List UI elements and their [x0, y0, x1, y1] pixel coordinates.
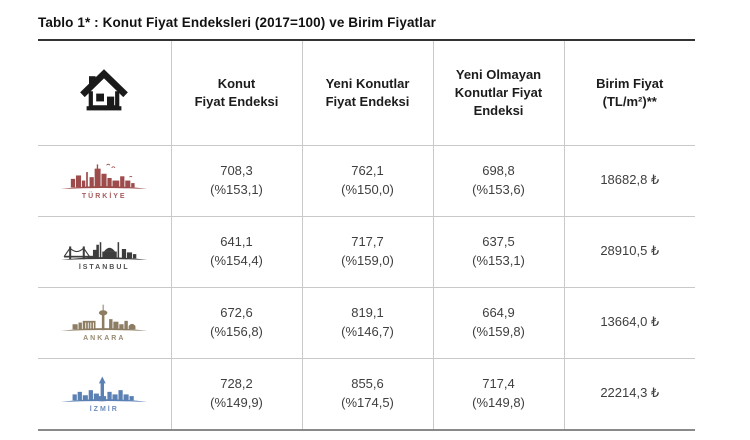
index-change: (%153,1): [210, 181, 263, 197]
index-value: 708,3: [220, 162, 253, 178]
index-value: 762,1: [351, 162, 384, 178]
unit-price-value: 18682,8 ₺: [600, 172, 660, 188]
col-header-yeni-konutlar-fiyat-endeksi: Yeni Konutlar Fiyat Endeksi: [301, 41, 434, 146]
index-value: 819,1: [351, 304, 384, 320]
yeni-konutlar-cell: 855,6 (%174,5): [301, 357, 434, 429]
region-label: İZMİR: [89, 406, 119, 414]
turkiye-skyline-icon: [60, 163, 148, 190]
yeni-konutlar-cell: 762,1 (%150,0): [301, 144, 434, 217]
region-column-header: [38, 41, 172, 146]
region-cell-istanbul: İSTANBUL: [38, 215, 172, 288]
index-value: 672,6: [220, 304, 253, 320]
konut-endeksi-cell: 708,3 (%153,1): [170, 144, 303, 217]
table-wrapper: Konut Fiyat Endeksi Yeni Konutlar Fiyat …: [38, 39, 695, 431]
izmir-skyline-icon: [60, 376, 148, 403]
house-icon: [80, 68, 129, 111]
birim-fiyat-cell: 13664,0 ₺: [563, 286, 695, 359]
col-header-yeni-olmayan-konutlar-fiyat-endeksi: Yeni Olmayan Konutlar Fiyat Endeksi: [432, 41, 565, 146]
table-title: Tablo 1* : Konut Fiyat Endeksleri (2017=…: [38, 15, 436, 30]
yeni-olmayan-cell: 664,9 (%159,8): [432, 286, 565, 359]
region-cell-ankara: ANKARA: [38, 286, 172, 359]
header-line: Birim Fiyat: [596, 76, 664, 92]
konut-endeksi-cell: 641,1 (%154,4): [170, 215, 303, 288]
unit-price-value: 13664,0 ₺: [600, 314, 660, 330]
istanbul-skyline-icon: [60, 242, 148, 261]
table-row-istanbul: İSTANBUL 641,1 (%154,4) 717,7 (%159,0) 6…: [38, 215, 695, 288]
birim-fiyat-cell: 28910,5 ₺: [563, 215, 695, 288]
yeni-olmayan-cell: 717,4 (%149,8): [432, 357, 565, 429]
index-value: 698,8: [482, 162, 515, 178]
konut-endeksi-cell: 728,2 (%149,9): [170, 357, 303, 429]
index-value: 637,5: [482, 233, 515, 249]
index-change: (%149,8): [472, 394, 525, 410]
region-label: ANKARA: [83, 335, 126, 342]
index-value: 641,1: [220, 233, 253, 249]
unit-price-value: 28910,5 ₺: [600, 243, 660, 259]
region-label: TÜRKİYE: [81, 193, 127, 200]
header-line: Yeni Olmayan: [455, 67, 542, 83]
yeni-olmayan-cell: 637,5 (%153,1): [432, 215, 565, 288]
konut-endeksi-cell: 672,6 (%156,8): [170, 286, 303, 359]
birim-fiyat-cell: 22214,3 ₺: [563, 357, 695, 429]
index-change: (%159,8): [472, 323, 525, 339]
index-value: 717,7: [351, 233, 384, 249]
index-change: (%146,7): [341, 323, 394, 339]
index-value: 855,6: [351, 375, 384, 391]
yeni-konutlar-cell: 717,7 (%159,0): [301, 215, 434, 288]
index-value: 728,2: [220, 375, 253, 391]
header-line: (TL/m²)**: [602, 93, 657, 109]
housing-price-index-table: Konut Fiyat Endeksi Yeni Konutlar Fiyat …: [38, 41, 695, 429]
header-row: Konut Fiyat Endeksi Yeni Konutlar Fiyat …: [38, 41, 695, 146]
yeni-konutlar-cell: 819,1 (%146,7): [301, 286, 434, 359]
index-change: (%153,1): [472, 252, 525, 268]
birim-fiyat-cell: 18682,8 ₺: [563, 144, 695, 217]
index-change: (%153,6): [472, 181, 525, 197]
table-row-izmir: İZMİR 728,2 (%149,9) 855,6 (%174,5) 717,…: [38, 357, 695, 429]
unit-price-value: 22214,3 ₺: [600, 385, 660, 401]
header-line: Endeksi: [473, 102, 524, 118]
header-line: Fiyat Endeksi: [194, 93, 279, 109]
header-line: Konutlar Fiyat: [454, 84, 543, 100]
col-header-konut-fiyat-endeksi: Konut Fiyat Endeksi: [170, 41, 303, 146]
table-row-ankara: ANKARA 672,6 (%156,8) 819,1 (%146,7) 664…: [38, 286, 695, 359]
index-change: (%149,9): [210, 394, 263, 410]
region-label: İSTANBUL: [78, 264, 130, 271]
col-header-birim-fiyat: Birim Fiyat (TL/m²)**: [563, 41, 695, 146]
index-value: 664,9: [482, 304, 515, 320]
index-change: (%156,8): [210, 323, 263, 339]
region-cell-izmir: İZMİR: [38, 357, 172, 429]
yeni-olmayan-cell: 698,8 (%153,6): [432, 144, 565, 217]
index-value: 717,4: [482, 375, 515, 391]
region-cell-turkiye: TÜRKİYE: [38, 144, 172, 217]
index-change: (%154,4): [210, 252, 263, 268]
header-line: Yeni Konutlar: [325, 76, 410, 92]
header-line: Konut: [217, 76, 256, 92]
index-change: (%159,0): [341, 252, 394, 268]
index-change: (%150,0): [341, 181, 394, 197]
index-change: (%174,5): [341, 394, 394, 410]
header-line: Fiyat Endeksi: [325, 93, 410, 109]
table-row-turkiye: TÜRKİYE 708,3 (%153,1) 762,1 (%150,0) 69…: [38, 144, 695, 217]
ankara-skyline-icon: [60, 304, 148, 332]
